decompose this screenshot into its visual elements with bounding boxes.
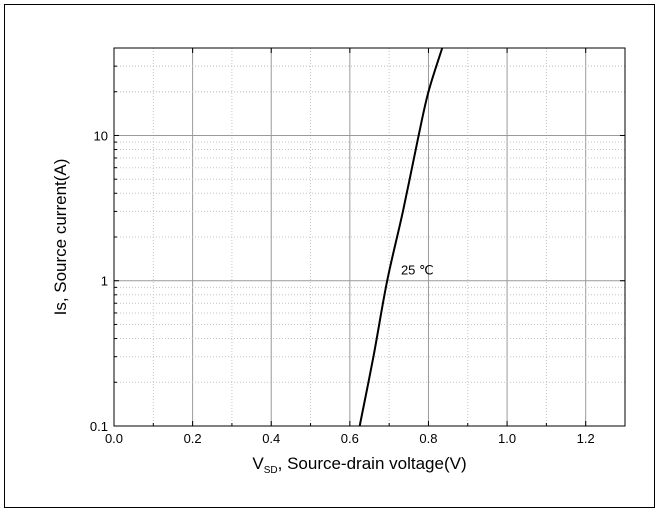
y-tick-label: 10 xyxy=(94,128,108,143)
x-tick-label: 0.8 xyxy=(419,431,437,446)
x-axis-title: VSD, Source-drain voltage(V) xyxy=(252,454,466,476)
label-layer: 0.0 0.2 0.4 0.6 0.8 1.0 1.2 0.1 1 10 25 ℃ xyxy=(90,128,595,446)
x-tick-label: 0.0 xyxy=(105,431,123,446)
x-tick-label: 1.2 xyxy=(577,431,595,446)
x-tick-label: 0.2 xyxy=(184,431,202,446)
x-tick-label: 1.0 xyxy=(498,431,516,446)
y-axis-title: Is, Source current(A) xyxy=(51,159,70,316)
x-tick-label: 0.4 xyxy=(262,431,280,446)
x-tick-label: 0.6 xyxy=(341,431,359,446)
y-tick-label: 1 xyxy=(101,274,108,289)
series-annotation-label: 25 ℃ xyxy=(401,263,434,278)
tick-layer xyxy=(113,47,625,427)
x-axis-title-main: V xyxy=(252,454,264,473)
x-axis-title-rest: , Source-drain voltage(V) xyxy=(278,454,467,473)
x-axis-title-subscript: SD xyxy=(264,465,278,476)
grid-layer xyxy=(114,47,625,426)
y-tick-label: 0.1 xyxy=(90,419,108,434)
